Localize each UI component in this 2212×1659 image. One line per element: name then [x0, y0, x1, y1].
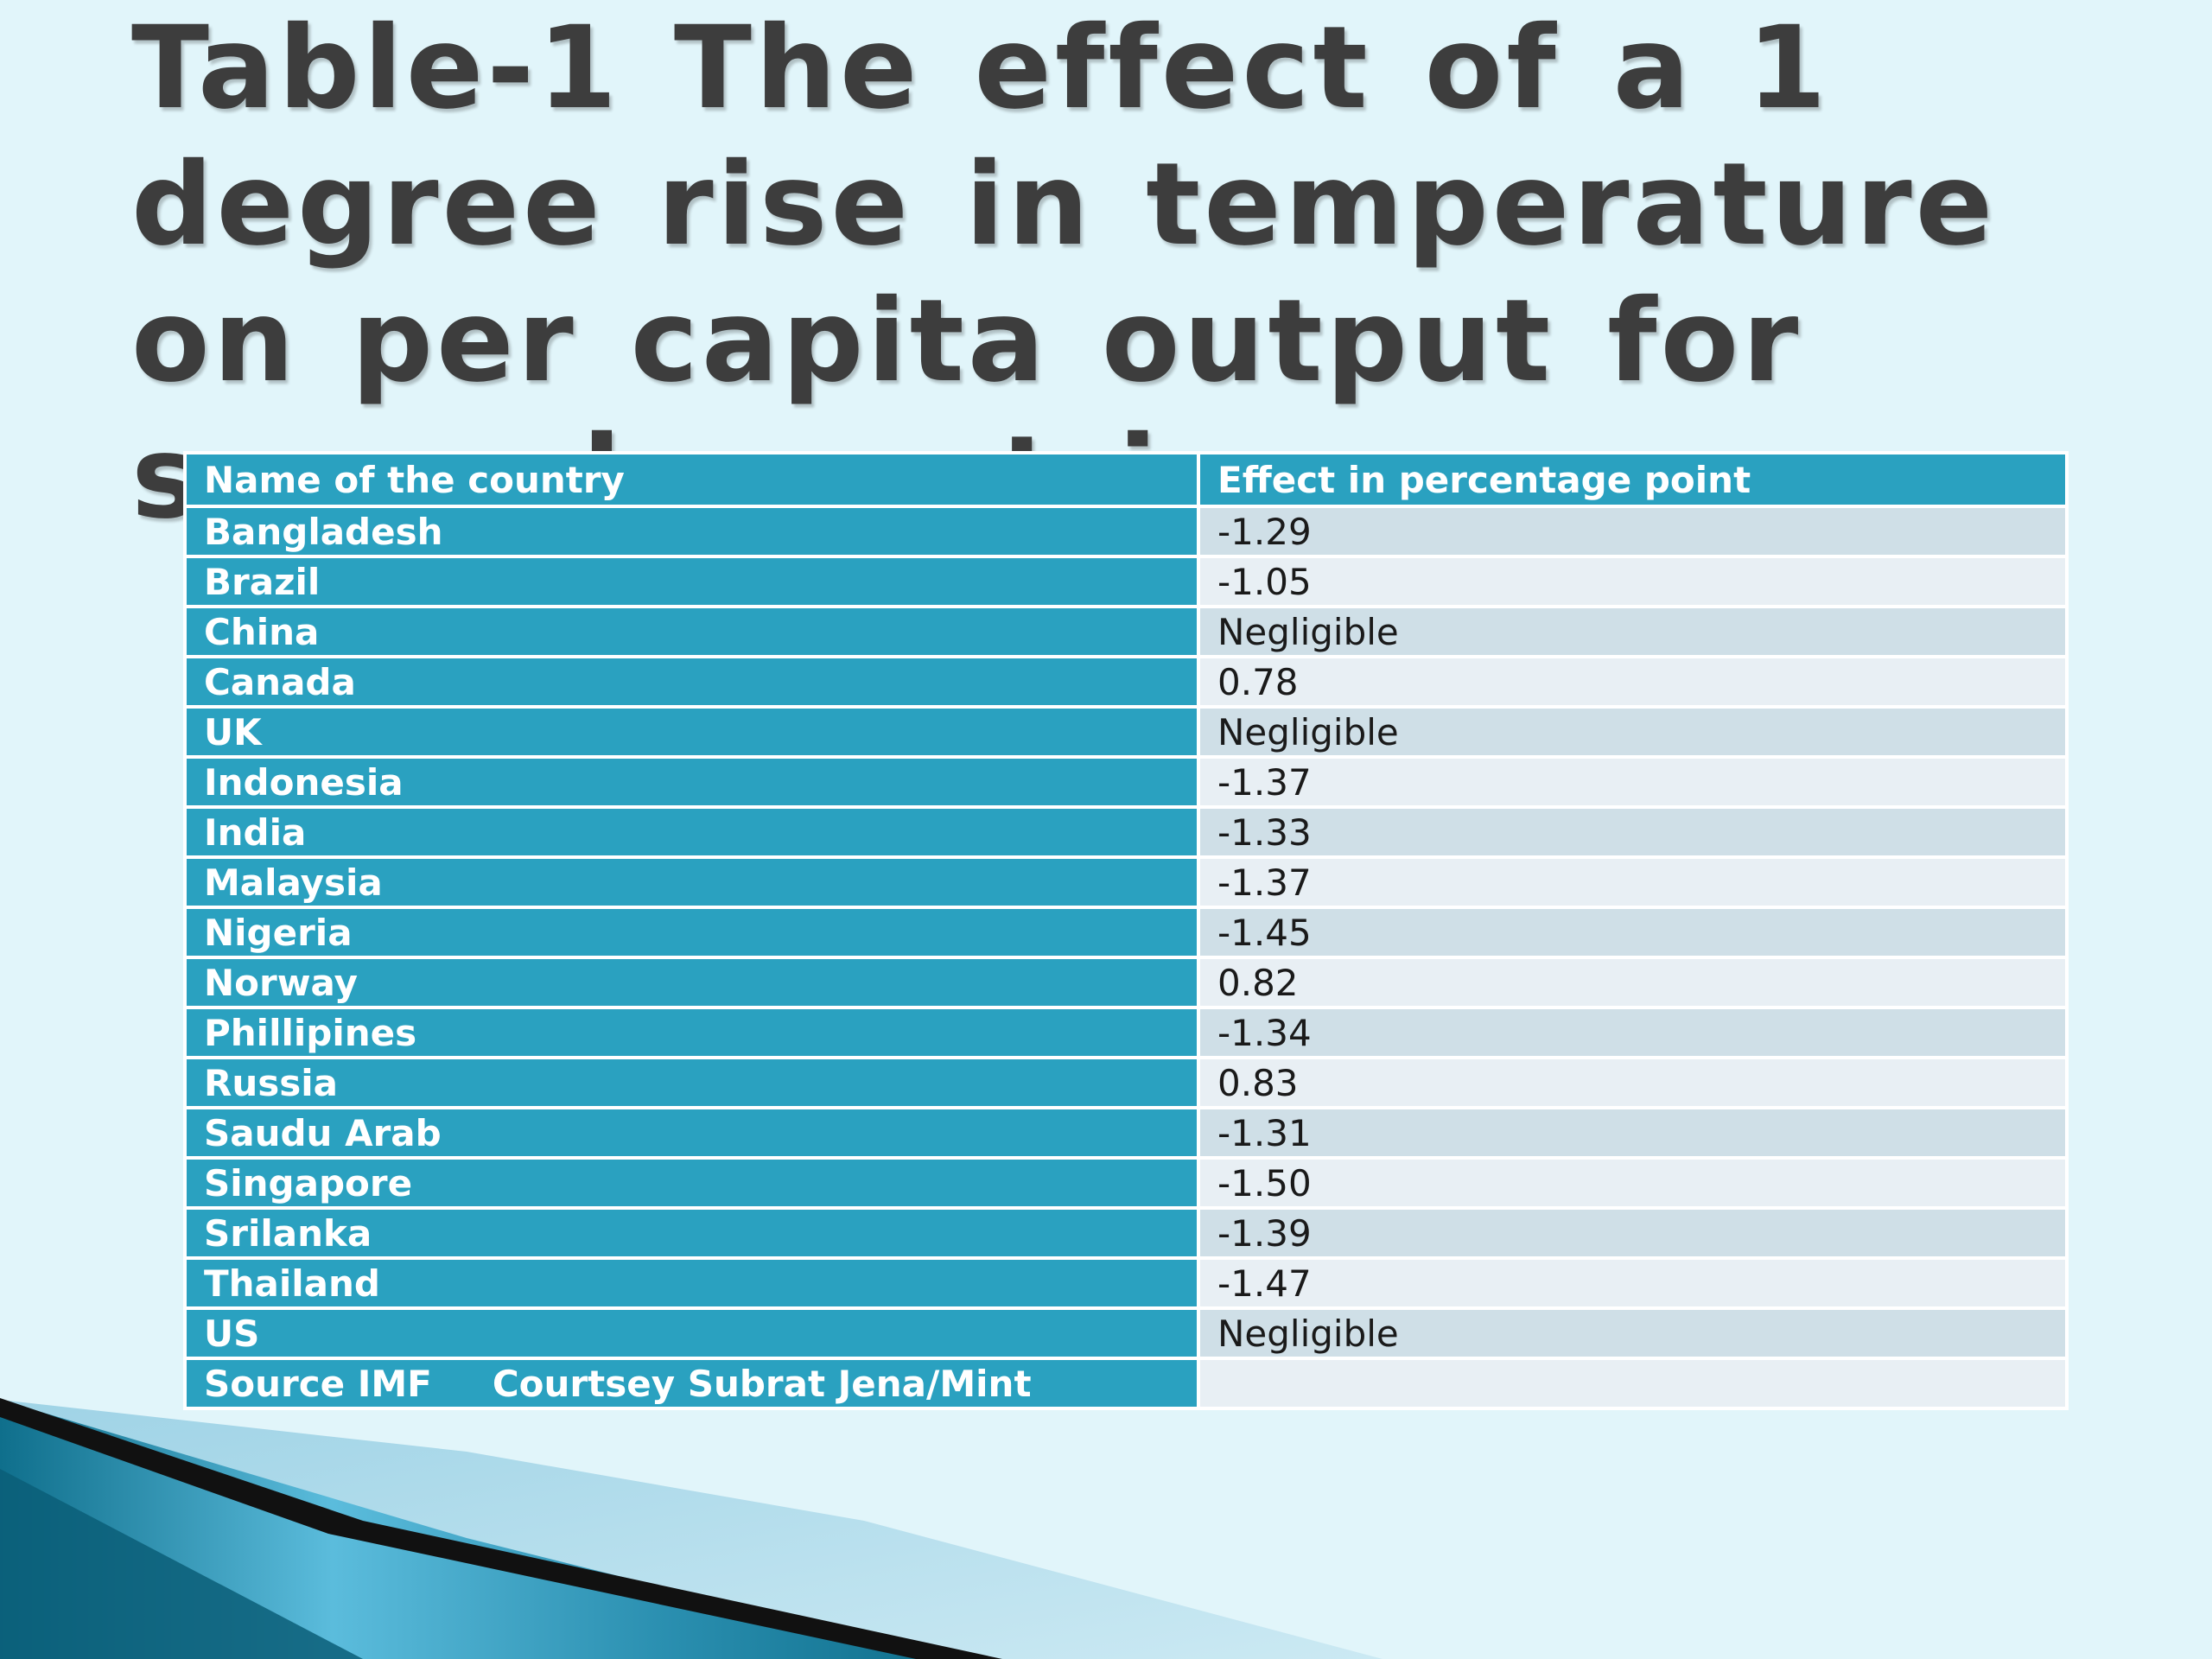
table-row: Phillipines -1.34 — [183, 1006, 2069, 1059]
table-row: Malaysia -1.37 — [183, 855, 2069, 909]
temperature-effect-table: Name of the country Effect in percentage… — [183, 451, 2069, 1410]
table-row: Brazil -1.05 — [183, 555, 2069, 608]
table-row: Indonesia -1.37 — [183, 755, 2069, 809]
country-cell: Indonesia — [183, 755, 1200, 809]
source-label: Source IMF — [204, 1362, 432, 1405]
table-row: US Negligible — [183, 1306, 2069, 1360]
table-row: Thailand -1.47 — [183, 1256, 2069, 1310]
country-cell: Nigeria — [183, 906, 1200, 959]
column-header-country: Name of the country — [183, 451, 1200, 508]
table-row: Saudu Arab -1.31 — [183, 1106, 2069, 1160]
table-row: Srilanka -1.39 — [183, 1206, 2069, 1260]
effect-cell: -1.33 — [1197, 805, 2069, 859]
table-row: Russia 0.83 — [183, 1056, 2069, 1109]
source-empty-cell — [1197, 1357, 2069, 1410]
effect-cell: Negligible — [1197, 1306, 2069, 1360]
country-cell: India — [183, 805, 1200, 859]
country-cell: Thailand — [183, 1256, 1200, 1310]
country-cell: Canada — [183, 655, 1200, 709]
country-cell: Malaysia — [183, 855, 1200, 909]
source-cell: Source IMF Courtsey Subrat Jena/Mint — [183, 1357, 1200, 1410]
table-row: India -1.33 — [183, 805, 2069, 859]
table-row: Nigeria -1.45 — [183, 906, 2069, 959]
country-cell: Brazil — [183, 555, 1200, 608]
table-row: UK Negligible — [183, 705, 2069, 759]
country-cell: Srilanka — [183, 1206, 1200, 1260]
country-cell: Singapore — [183, 1156, 1200, 1210]
effect-cell: -1.05 — [1197, 555, 2069, 608]
country-cell: US — [183, 1306, 1200, 1360]
table-row: Norway 0.82 — [183, 956, 2069, 1009]
country-cell: Norway — [183, 956, 1200, 1009]
effect-cell: -1.34 — [1197, 1006, 2069, 1059]
effect-cell: -1.39 — [1197, 1206, 2069, 1260]
source-credit: Courtsey Subrat Jena/Mint — [492, 1362, 1032, 1405]
table-row: China Negligible — [183, 605, 2069, 658]
table-row: Singapore -1.50 — [183, 1156, 2069, 1210]
decor-dark-base — [0, 1469, 363, 1659]
table-row: Bangladesh -1.29 — [183, 505, 2069, 558]
table-row: Canada 0.78 — [183, 655, 2069, 709]
effect-cell: -1.37 — [1197, 855, 2069, 909]
country-cell: Bangladesh — [183, 505, 1200, 558]
effect-cell: -1.31 — [1197, 1106, 2069, 1160]
country-cell: Phillipines — [183, 1006, 1200, 1059]
country-cell: Saudu Arab — [183, 1106, 1200, 1160]
country-cell: China — [183, 605, 1200, 658]
effect-cell: -1.37 — [1197, 755, 2069, 809]
effect-cell: 0.82 — [1197, 956, 2069, 1009]
column-header-effect: Effect in percentage point — [1197, 451, 2069, 508]
effect-cell: -1.50 — [1197, 1156, 2069, 1210]
effect-cell: Negligible — [1197, 705, 2069, 759]
effect-cell: Negligible — [1197, 605, 2069, 658]
table-header-row: Name of the country Effect in percentage… — [183, 451, 2069, 508]
effect-cell: -1.45 — [1197, 906, 2069, 959]
source-row: Source IMF Courtsey Subrat Jena/Mint — [183, 1357, 2069, 1410]
country-cell: UK — [183, 705, 1200, 759]
effect-cell: -1.47 — [1197, 1256, 2069, 1310]
effect-cell: 0.83 — [1197, 1056, 2069, 1109]
country-cell: Russia — [183, 1056, 1200, 1109]
effect-cell: 0.78 — [1197, 655, 2069, 709]
effect-cell: -1.29 — [1197, 505, 2069, 558]
